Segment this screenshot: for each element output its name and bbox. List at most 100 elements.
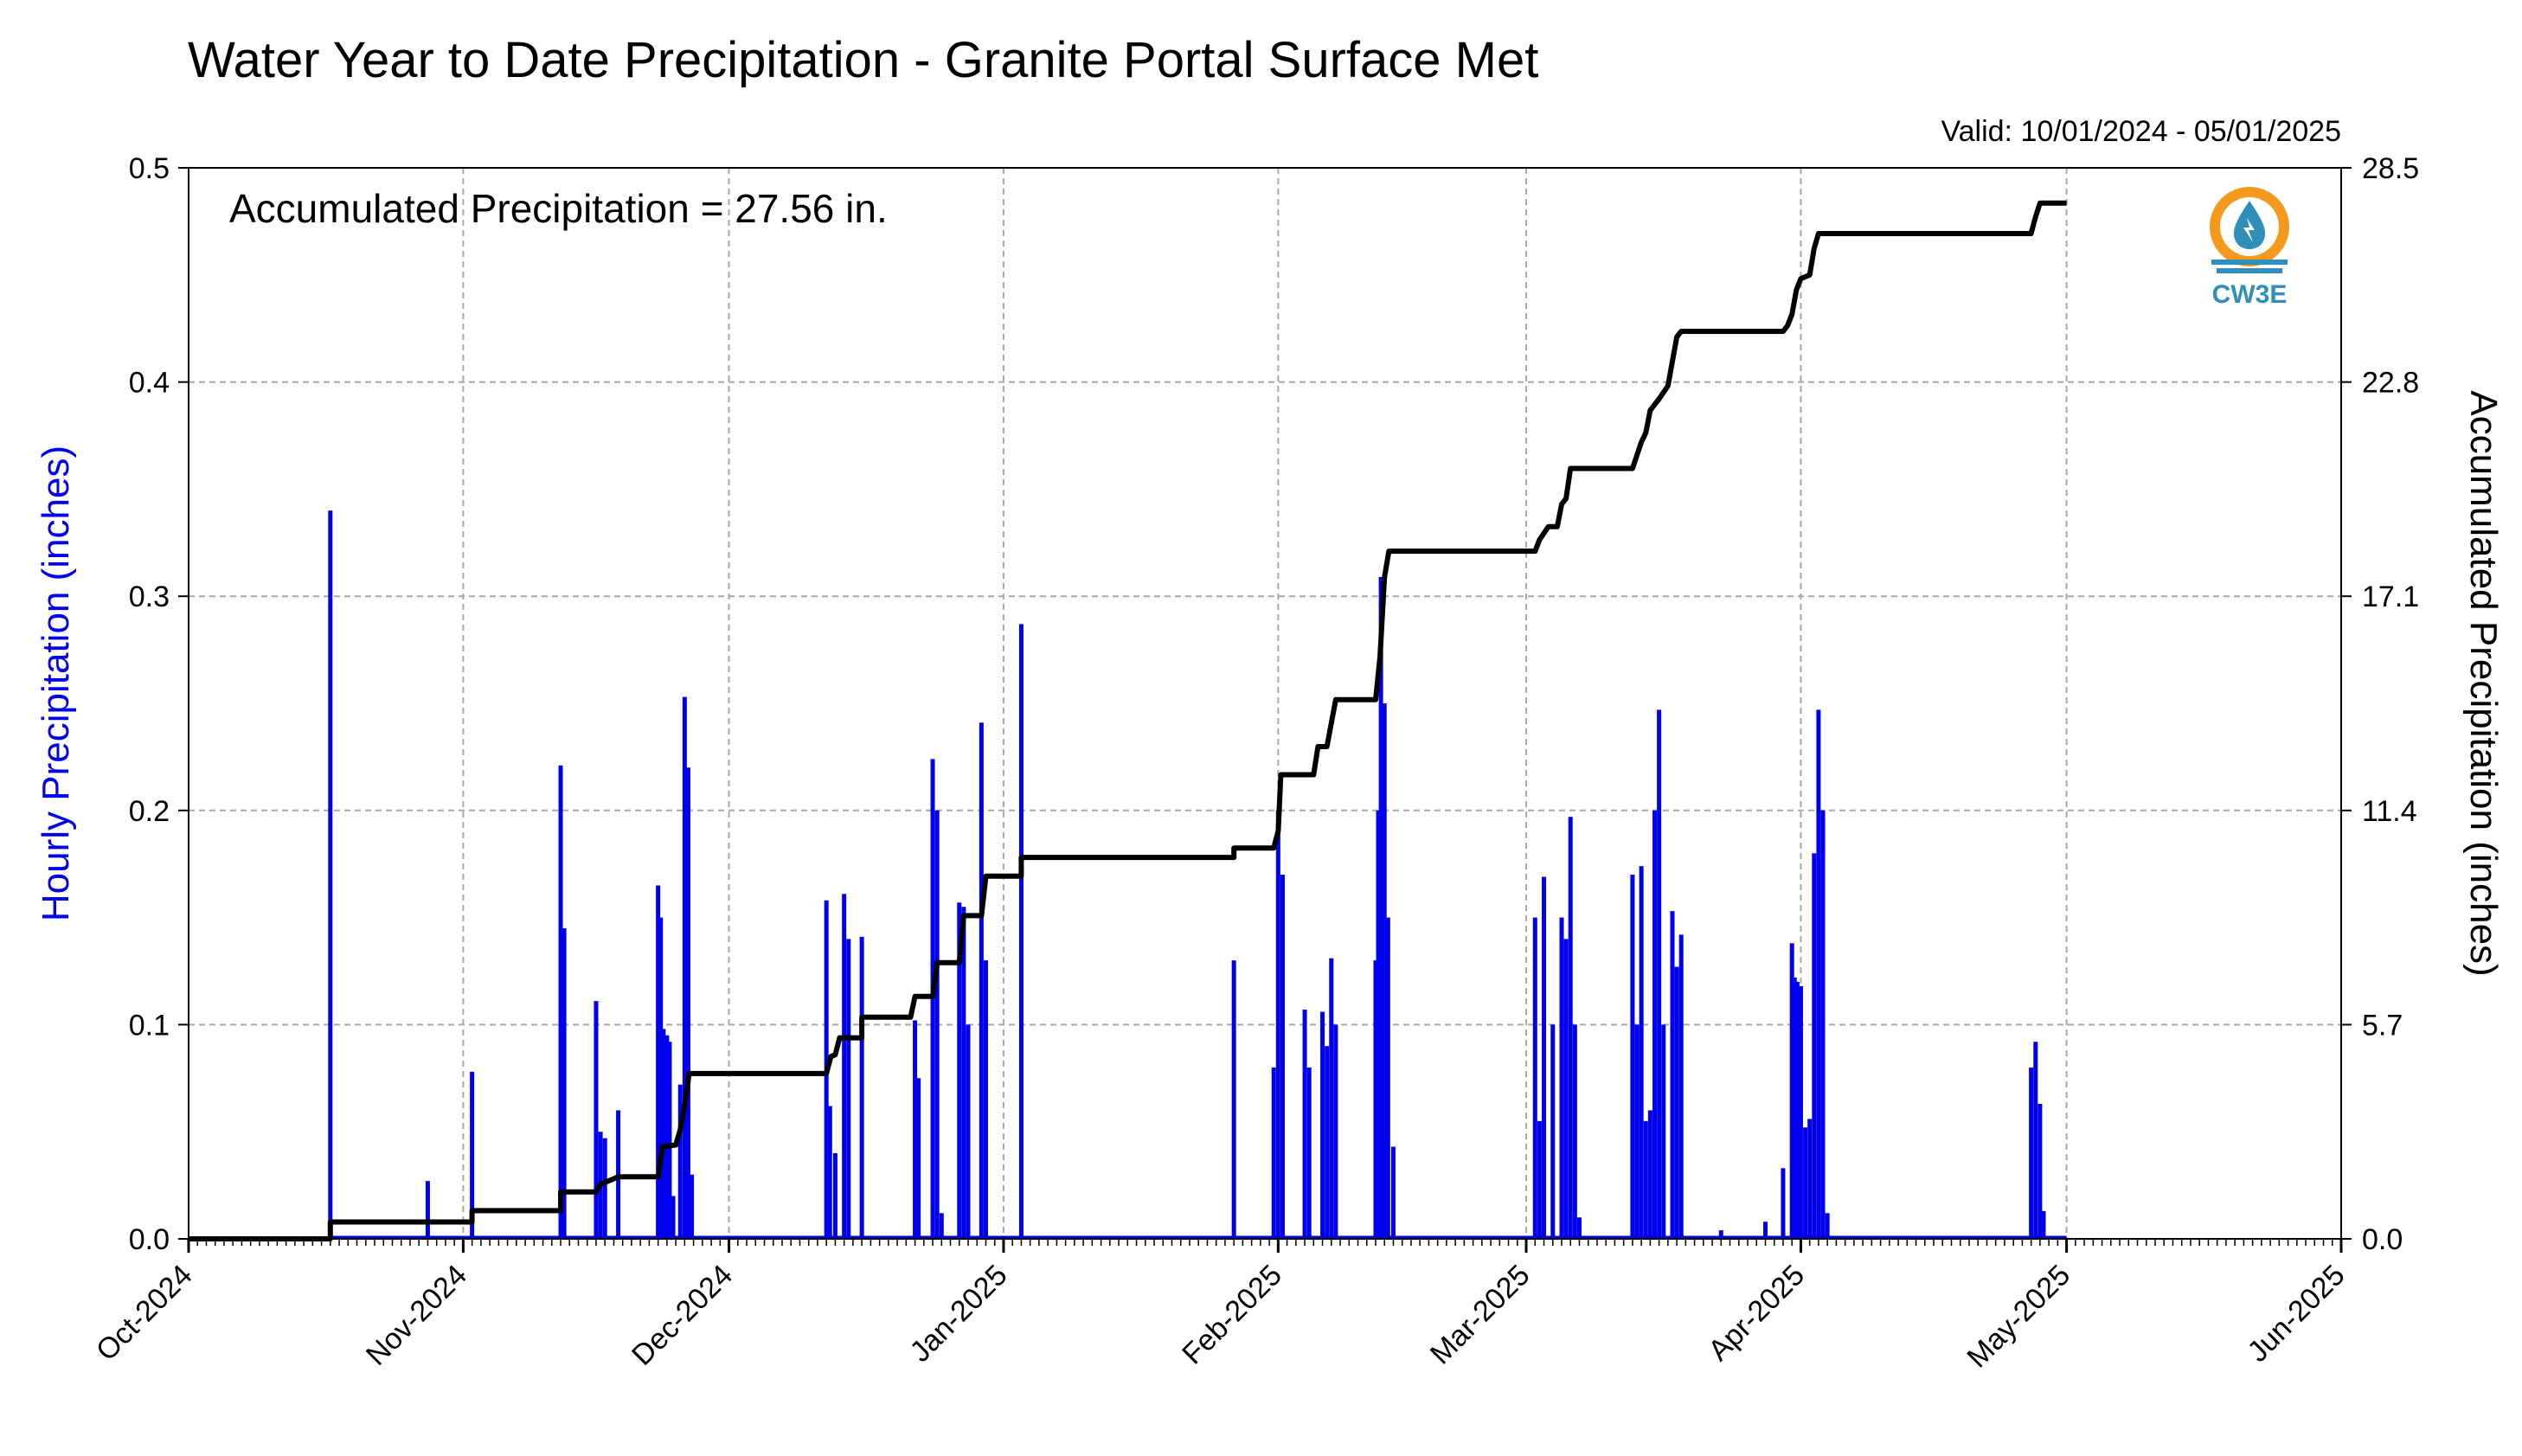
precipitation-bar	[594, 1001, 599, 1239]
precipitation-bar	[1639, 866, 1644, 1239]
y2-tick-label: 0.0	[2362, 1223, 2403, 1256]
tick-labels: 0.0 0.0 0.1 5.7 0.2 11.4 0.3 17.1 0.4 22.8 0.5 28.5…	[90, 152, 2419, 1375]
valid-date-range: Valid: 10/01/2024 - 05/01/2025	[1941, 115, 2341, 148]
precipitation-bar	[1572, 1024, 1577, 1239]
precipitation-bar	[1678, 934, 1684, 1239]
precipitation-bar	[1537, 1120, 1542, 1239]
logo-text: CW3E	[2212, 280, 2288, 309]
precipitation-bar	[1376, 810, 1381, 1239]
precipitation-bar	[664, 1035, 670, 1239]
precipitation-bar	[1820, 810, 1826, 1239]
precipitation-bar	[1825, 1213, 1830, 1239]
x-tick-label: Dec-2024	[626, 1259, 739, 1372]
precipitation-bar	[1794, 981, 1800, 1239]
precipitation-bar	[328, 510, 333, 1239]
hourly-precipitation-bars	[328, 510, 2067, 1239]
precipitation-bar	[1550, 1024, 1556, 1239]
precipitation-bar	[859, 936, 864, 1239]
precipitation-bar	[1812, 853, 1817, 1239]
precipitation-bar	[1781, 1168, 1786, 1239]
x-tick-label: Feb-2025	[1176, 1259, 1288, 1371]
precipitation-bar	[1643, 1120, 1648, 1239]
precipitation-bar	[1390, 1146, 1396, 1239]
accumulated-line	[189, 200, 2067, 1241]
precipitation-bar	[1661, 1024, 1666, 1239]
precipitation-bar	[842, 894, 847, 1239]
axis-ticks	[178, 167, 2352, 1253]
precipitation-bar	[2041, 1210, 2046, 1239]
precipitation-bar	[425, 1181, 430, 1239]
precipitation-bar	[1280, 875, 1285, 1239]
left-axis-label: Hourly Precipitation (inches)	[35, 446, 77, 921]
precipitation-bar	[827, 1106, 832, 1239]
right-axis-label: Accumulated Precipitation (inches)	[2462, 390, 2505, 976]
x-tick-label: Mar-2025	[1424, 1259, 1537, 1371]
precipitation-bar	[1762, 1222, 1768, 1239]
precipitation-bar	[1559, 917, 1564, 1239]
y-tick-label: 0.0	[129, 1223, 170, 1256]
precipitation-bar	[1325, 1046, 1330, 1239]
precipitation-bar	[602, 1138, 607, 1239]
precipitation-bar	[682, 696, 687, 1239]
precipitation-bar	[1302, 1010, 1307, 1239]
precipitation-bar	[1568, 817, 1573, 1239]
precipitation-bar	[1803, 1127, 1808, 1239]
precipitation-bar	[1792, 977, 1797, 1239]
precipitation-bar	[677, 1084, 683, 1239]
precipitation-bar	[2037, 1104, 2043, 1239]
precipitation-bar	[966, 1024, 971, 1239]
precipitation-bar	[1647, 1110, 1652, 1239]
chart-title: Water Year to Date Precipitation - Grani…	[188, 32, 1538, 88]
precipitation-bar	[1329, 958, 1334, 1239]
precipitation-bar	[1798, 985, 1803, 1239]
y-tick-label: 0.4	[129, 367, 170, 400]
precipitation-bar	[1576, 1217, 1582, 1239]
precipitation-bar	[1306, 1067, 1312, 1239]
precipitation-bar	[1657, 709, 1662, 1239]
precipitation-bar	[2033, 1042, 2038, 1239]
precipitation-bar	[1807, 1119, 1813, 1239]
precipitation-bar	[1385, 917, 1390, 1239]
y-tick-label: 0.3	[129, 580, 170, 613]
y2-tick-label: 11.4	[2362, 795, 2417, 828]
grid-lines	[189, 168, 2341, 1239]
x-tick-label: May-2025	[1960, 1259, 2076, 1375]
x-tick-label: Oct-2024	[90, 1259, 199, 1368]
y-tick-label: 0.2	[129, 795, 170, 828]
cw3e-logo: CW3E	[2210, 187, 2289, 309]
precipitation-bar	[1231, 960, 1236, 1239]
plot-frame	[188, 167, 2342, 1240]
y2-tick-label: 22.8	[2362, 367, 2419, 400]
accumulated-total-annotation: Accumulated Precipitation = 27.56 in.	[229, 186, 888, 231]
precipitation-bar	[1718, 1230, 1723, 1239]
precipitation-bar	[961, 907, 966, 1239]
x-tick-label: Jan-2025	[903, 1259, 1013, 1369]
precipitation-bar	[916, 1078, 921, 1239]
x-tick-label: Apr-2025	[1702, 1259, 1811, 1368]
precipitation-bar	[1532, 917, 1537, 1239]
precipitation-bar	[1789, 943, 1794, 1239]
precipitation-bar	[832, 1152, 837, 1239]
precipitation-bar	[846, 939, 851, 1239]
precipitation-bar	[558, 765, 563, 1239]
precipitation-bar	[1018, 624, 1024, 1239]
x-tick-label: Nov-2024	[360, 1259, 473, 1372]
y2-tick-label: 17.1	[2362, 580, 2419, 613]
precipitation-bar	[939, 1213, 944, 1239]
precipitation-bar	[979, 722, 984, 1239]
y-tick-label: 0.5	[129, 152, 170, 185]
precipitation-bar	[1373, 960, 1378, 1239]
precipitation-bar	[1563, 939, 1569, 1239]
precipitation-bar	[1674, 966, 1679, 1239]
precipitation-bar	[661, 1029, 666, 1239]
precipitation-bar	[1670, 911, 1675, 1239]
precipitation-bar	[1630, 875, 1635, 1239]
precipitation-bar	[685, 767, 690, 1239]
y2-tick-label: 28.5	[2362, 152, 2419, 185]
precipitation-bar	[957, 902, 962, 1239]
precipitation-bar	[658, 917, 664, 1239]
precipitation-bar	[470, 1071, 475, 1239]
precipitation-bar	[1333, 1024, 1338, 1239]
precipitation-bar	[1634, 1024, 1640, 1239]
